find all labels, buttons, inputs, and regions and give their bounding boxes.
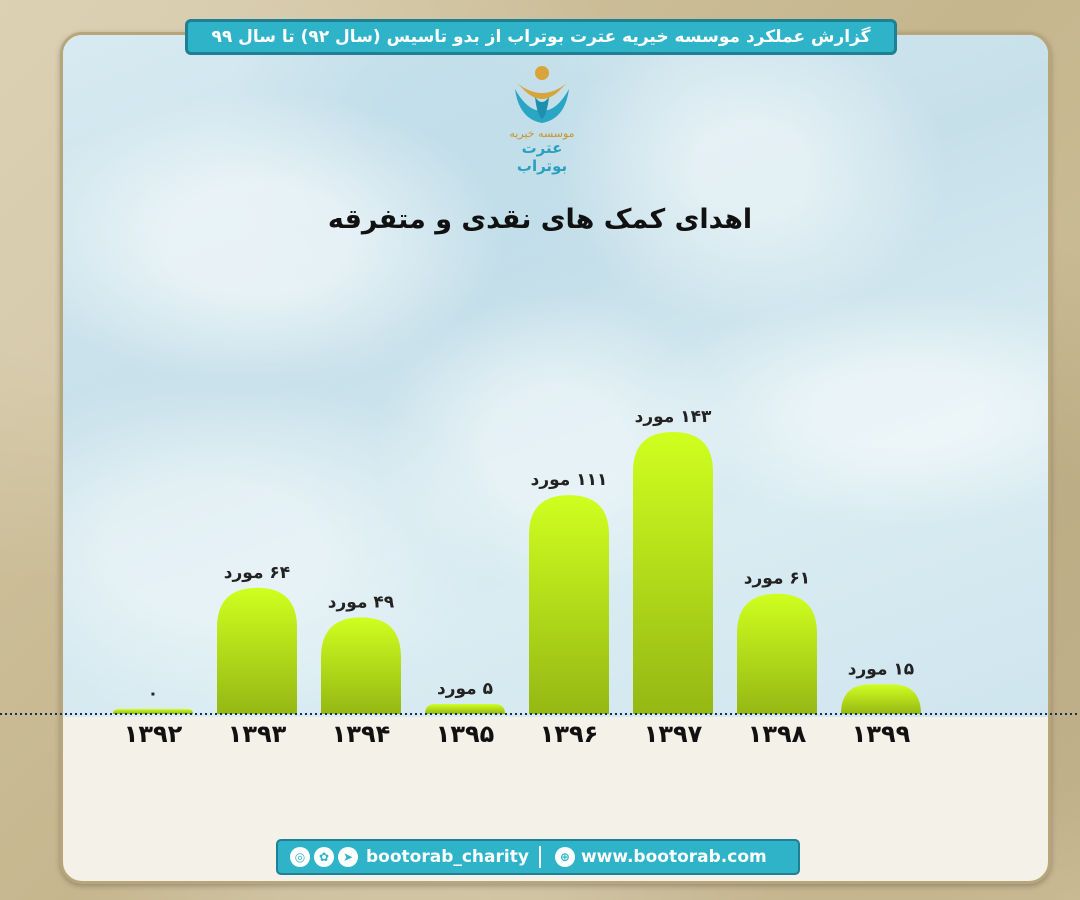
instagram-icon[interactable]: ◎ bbox=[290, 847, 310, 867]
header-banner-text: گزارش عملکرد موسسه خیریه عترت بوتراب از … bbox=[211, 27, 871, 47]
x-tick-label-7: ۱۳۹۹ bbox=[852, 720, 911, 748]
globe-icon: ⊕ bbox=[554, 847, 575, 867]
data-label-4: ۱۱۱ مورد bbox=[531, 470, 608, 490]
bar-0 bbox=[113, 709, 193, 714]
x-tick-label-5: ۱۳۹۷ bbox=[644, 720, 703, 748]
chart-card bbox=[60, 32, 1051, 884]
data-label-2: ۴۹ مورد bbox=[328, 592, 395, 612]
footer-divider bbox=[538, 846, 541, 868]
bar-6 bbox=[737, 593, 817, 714]
header-banner: گزارش عملکرد موسسه خیریه عترت بوتراب از … bbox=[185, 19, 897, 55]
data-label-0: ۰ bbox=[148, 684, 158, 704]
data-label-1: ۶۴ مورد bbox=[224, 563, 290, 583]
logo-subtitle: موسسه خیریه bbox=[509, 127, 575, 140]
charity-logo: موسسه خیریه عترت بوتراب bbox=[497, 63, 587, 175]
x-tick-label-3: ۱۳۹۵ bbox=[436, 720, 495, 748]
bar-4 bbox=[529, 495, 609, 714]
telegram-icon[interactable]: ➤ bbox=[338, 847, 358, 867]
logo-emblem-icon bbox=[515, 66, 569, 123]
aparat-icon[interactable]: ✿ bbox=[314, 847, 334, 867]
x-tick-label-2: ۱۳۹۴ bbox=[332, 720, 391, 748]
chart-title: اهدای کمک های نقدی و متفرقه bbox=[327, 204, 753, 235]
data-label-5: ۱۴۳ مورد bbox=[635, 407, 712, 427]
footer-website[interactable]: www.bootorab.com bbox=[580, 847, 767, 867]
footer-bar: ◎ ✿ ➤ bootorab_charity ⊕ www.bootorab.co… bbox=[276, 839, 800, 875]
data-label-6: ۶۱ مورد bbox=[744, 569, 810, 589]
bar-3 bbox=[425, 704, 505, 714]
data-label-7: ۱۵ مورد bbox=[848, 659, 914, 679]
x-tick-label-1: ۱۳۹۳ bbox=[228, 720, 287, 748]
data-label-3: ۵ مورد bbox=[437, 679, 493, 699]
bar-7 bbox=[841, 684, 921, 714]
bar-2 bbox=[321, 617, 401, 714]
x-tick-label-0: ۱۳۹۲ bbox=[124, 720, 183, 748]
bar-1 bbox=[217, 587, 297, 714]
bar-5 bbox=[633, 432, 713, 714]
x-tick-label-6: ۱۳۹۸ bbox=[748, 720, 807, 748]
footer-handle[interactable]: bootorab_charity bbox=[366, 847, 529, 867]
x-tick-label-4: ۱۳۹۶ bbox=[540, 720, 599, 748]
logo-title: عترت بوتراب bbox=[516, 139, 568, 175]
